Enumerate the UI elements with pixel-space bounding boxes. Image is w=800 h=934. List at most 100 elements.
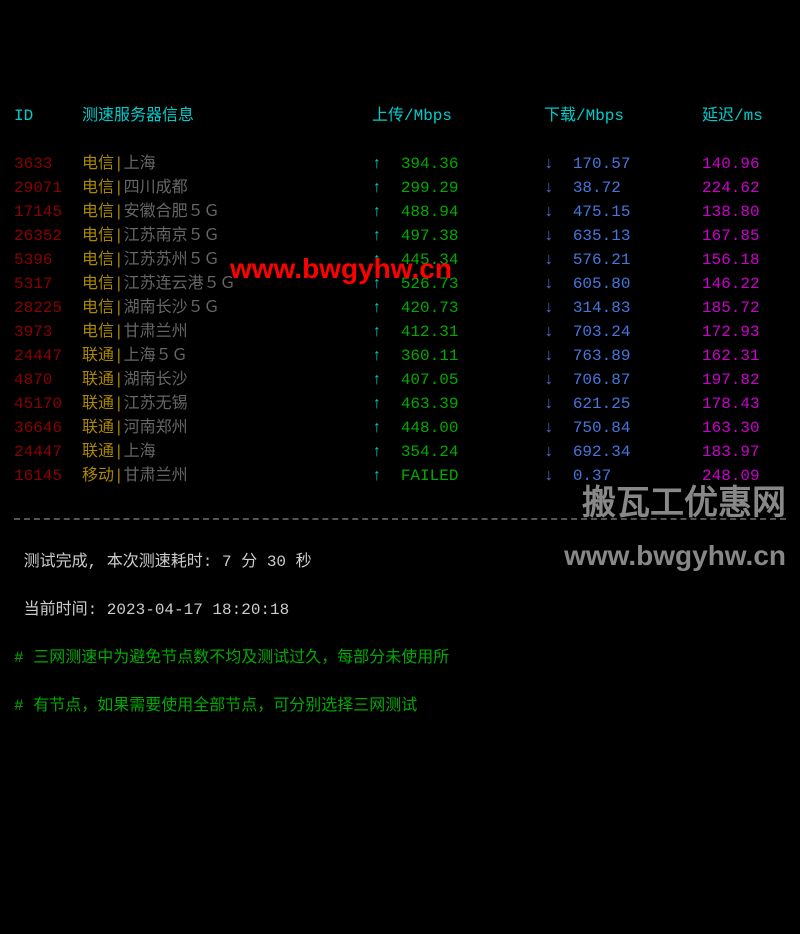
- row-latency: 178.43: [702, 392, 786, 416]
- header-upload: 上传/Mbps: [372, 104, 544, 128]
- row-latency: 156.18: [702, 248, 786, 272]
- arrow-down-icon: ↓: [544, 203, 554, 221]
- row-id: 24447: [14, 344, 82, 368]
- row-upload: ↑ 497.38: [372, 224, 544, 248]
- arrow-down-icon: ↓: [544, 275, 554, 293]
- row-server: 电信|江苏南京５Ｇ: [82, 224, 372, 248]
- row-download: ↓ 750.84: [544, 416, 702, 440]
- row-id: 17145: [14, 200, 82, 224]
- arrow-up-icon: ↑: [372, 419, 382, 437]
- row-server: 电信|湖南长沙５Ｇ: [82, 296, 372, 320]
- arrow-up-icon: ↑: [372, 227, 382, 245]
- arrow-down-icon: ↓: [544, 467, 554, 485]
- row-id: 36646: [14, 416, 82, 440]
- arrow-down-icon: ↓: [544, 323, 554, 341]
- row-id: 29071: [14, 176, 82, 200]
- row-upload: ↑ FAILED: [372, 464, 544, 488]
- row-id: 3633: [14, 152, 82, 176]
- watermark-center: www.bwgyhw.cn: [230, 248, 452, 290]
- row-id: 16145: [14, 464, 82, 488]
- row-server: 电信|甘肃兰州: [82, 320, 372, 344]
- row-latency: 162.31: [702, 344, 786, 368]
- speedtest-results-table: 3633电信|上海↑ 394.36↓ 170.57140.9629071电信|四…: [14, 152, 786, 488]
- row-upload: ↑ 463.39: [372, 392, 544, 416]
- arrow-down-icon: ↓: [544, 419, 554, 437]
- row-id: 4870: [14, 368, 82, 392]
- row-latency: 163.30: [702, 416, 786, 440]
- row-upload: ↑ 412.31: [372, 320, 544, 344]
- footer-comment-2: # 有节点，如果需要使用全部节点，可分别选择三网测试: [14, 694, 786, 718]
- arrow-down-icon: ↓: [544, 347, 554, 365]
- row-server: 联通|河南郑州: [82, 416, 372, 440]
- row-upload: ↑ 488.94: [372, 200, 544, 224]
- row-download: ↓ 314.83: [544, 296, 702, 320]
- row-download: ↓ 706.87: [544, 368, 702, 392]
- row-upload: ↑ 354.24: [372, 440, 544, 464]
- row-latency: 172.93: [702, 320, 786, 344]
- table-row: 17145电信|安徽合肥５Ｇ↑ 488.94↓ 475.15138.80: [14, 200, 786, 224]
- arrow-up-icon: ↑: [372, 323, 382, 341]
- row-upload: ↑ 420.73: [372, 296, 544, 320]
- row-download: ↓ 763.89: [544, 344, 702, 368]
- row-server: 移动|甘肃兰州: [82, 464, 372, 488]
- arrow-down-icon: ↓: [544, 179, 554, 197]
- arrow-down-icon: ↓: [544, 155, 554, 173]
- table-row: 3973电信|甘肃兰州↑ 412.31↓ 703.24172.93: [14, 320, 786, 344]
- arrow-down-icon: ↓: [544, 251, 554, 269]
- footer-comment-1: # 三网测速中为避免节点数不均及测试过久，每部分未使用所: [14, 646, 786, 670]
- row-latency: 146.22: [702, 272, 786, 296]
- table-row: 45170联通|江苏无锡↑ 463.39↓ 621.25178.43: [14, 392, 786, 416]
- table-row: 24447联通|上海５Ｇ↑ 360.11↓ 763.89162.31: [14, 344, 786, 368]
- row-upload: ↑ 394.36: [372, 152, 544, 176]
- row-download: ↓ 703.24: [544, 320, 702, 344]
- row-upload: ↑ 407.05: [372, 368, 544, 392]
- header-download: 下载/Mbps: [544, 104, 702, 128]
- row-server: 电信|四川成都: [82, 176, 372, 200]
- row-server: 电信|安徽合肥５Ｇ: [82, 200, 372, 224]
- arrow-down-icon: ↓: [544, 443, 554, 461]
- row-download: ↓ 692.34: [544, 440, 702, 464]
- row-latency: 167.85: [702, 224, 786, 248]
- row-download: ↓ 38.72: [544, 176, 702, 200]
- arrow-up-icon: ↑: [372, 347, 382, 365]
- row-id: 24447: [14, 440, 82, 464]
- row-id: 45170: [14, 392, 82, 416]
- row-download: ↓ 576.21: [544, 248, 702, 272]
- row-latency: 183.97: [702, 440, 786, 464]
- arrow-up-icon: ↑: [372, 179, 382, 197]
- arrow-down-icon: ↓: [544, 395, 554, 413]
- row-id: 26352: [14, 224, 82, 248]
- row-download: ↓ 170.57: [544, 152, 702, 176]
- row-server: 联通|湖南长沙: [82, 368, 372, 392]
- arrow-up-icon: ↑: [372, 203, 382, 221]
- watermark-bottom-cn: 搬瓦工优惠网: [582, 478, 786, 529]
- table-row: 28225电信|湖南长沙５Ｇ↑ 420.73↓ 314.83185.72: [14, 296, 786, 320]
- arrow-up-icon: ↑: [372, 371, 382, 389]
- table-row: 26352电信|江苏南京５Ｇ↑ 497.38↓ 635.13167.85: [14, 224, 786, 248]
- row-latency: 140.96: [702, 152, 786, 176]
- table-row: 29071电信|四川成都↑ 299.29↓ 38.72224.62: [14, 176, 786, 200]
- row-server: 联通|上海: [82, 440, 372, 464]
- row-id: 3973: [14, 320, 82, 344]
- arrow-down-icon: ↓: [544, 371, 554, 389]
- header-latency: 延迟/ms: [702, 104, 786, 128]
- row-server: 联通|江苏无锡: [82, 392, 372, 416]
- table-header: ID测速服务器信息上传/Mbps下载/Mbps延迟/ms: [14, 104, 786, 128]
- row-download: ↓ 621.25: [544, 392, 702, 416]
- row-server: 联通|上海５Ｇ: [82, 344, 372, 368]
- arrow-up-icon: ↑: [372, 395, 382, 413]
- watermark-bottom-url: www.bwgyhw.cn: [564, 535, 786, 577]
- row-download: ↓ 475.15: [544, 200, 702, 224]
- table-row: 24447联通|上海↑ 354.24↓ 692.34183.97: [14, 440, 786, 464]
- arrow-up-icon: ↑: [372, 299, 382, 317]
- arrow-up-icon: ↑: [372, 467, 382, 485]
- arrow-up-icon: ↑: [372, 443, 382, 461]
- table-row: 4870联通|湖南长沙↑ 407.05↓ 706.87197.82: [14, 368, 786, 392]
- arrow-up-icon: ↑: [372, 155, 382, 173]
- table-row: 36646联通|河南郑州↑ 448.00↓ 750.84163.30: [14, 416, 786, 440]
- row-id: 5396: [14, 248, 82, 272]
- row-upload: ↑ 448.00: [372, 416, 544, 440]
- row-latency: 138.80: [702, 200, 786, 224]
- header-id: ID: [14, 104, 82, 128]
- row-upload: ↑ 299.29: [372, 176, 544, 200]
